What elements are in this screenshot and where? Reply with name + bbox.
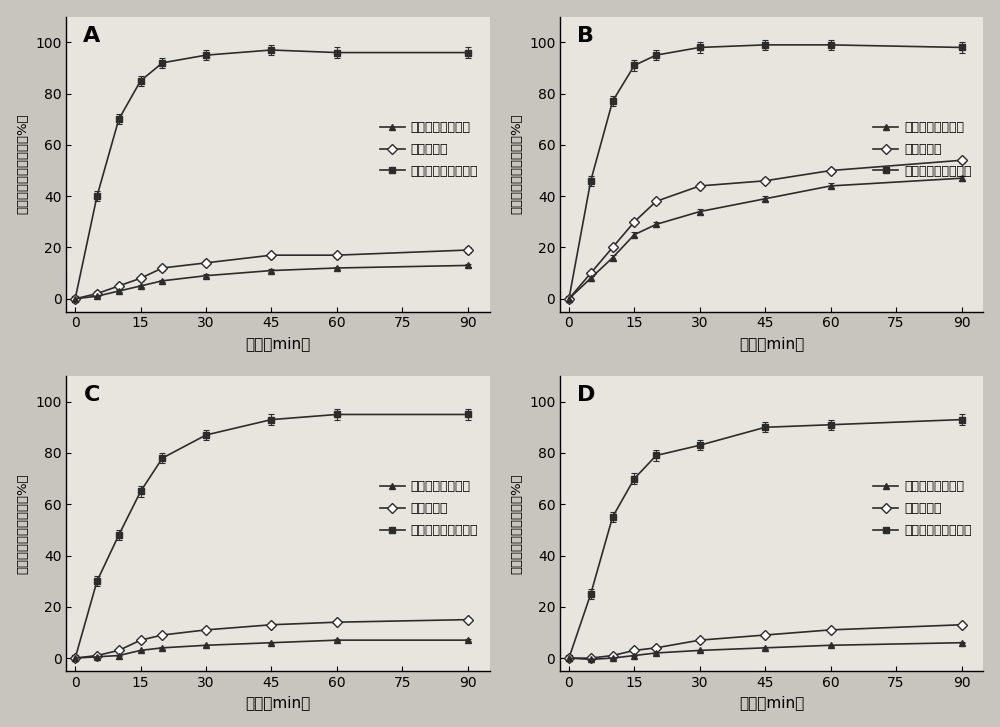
Legend: 原料药盐酸鲁西酱, 物理混合物, 盐酸鲁西酱纳米晶体: 原料药盐酸鲁西酱, 物理混合物, 盐酸鲁西酱纳米晶体 — [375, 116, 483, 182]
Legend: 原料药盐酸鲁西酱, 物理混合物, 盐酸鲁西酱纳米晶体: 原料药盐酸鲁西酱, 物理混合物, 盐酸鲁西酱纳米晶体 — [375, 475, 483, 542]
Text: C: C — [83, 385, 100, 405]
X-axis label: 时间（min）: 时间（min） — [245, 336, 311, 351]
Y-axis label: 药物累计释放百分率（%）: 药物累计释放百分率（%） — [510, 473, 523, 574]
X-axis label: 时间（min）: 时间（min） — [739, 695, 804, 710]
Text: D: D — [577, 385, 596, 405]
Text: A: A — [83, 25, 101, 46]
Y-axis label: 药物累计释放百分率（%）: 药物累计释放百分率（%） — [510, 114, 523, 214]
Legend: 原料药盐酸鲁西酱, 物理混合物, 盐酸鲁西酱纳米晶体: 原料药盐酸鲁西酱, 物理混合物, 盐酸鲁西酱纳米晶体 — [868, 475, 977, 542]
Legend: 原料药盐酸鲁西酱, 物理混合物, 盐酸鲁西酱纳米晶体: 原料药盐酸鲁西酱, 物理混合物, 盐酸鲁西酱纳米晶体 — [868, 116, 977, 182]
Y-axis label: 药物累计释放百分率（%）: 药物累计释放百分率（%） — [17, 473, 30, 574]
Y-axis label: 药物累计释放百分率（%）: 药物累计释放百分率（%） — [17, 114, 30, 214]
X-axis label: 时间（min）: 时间（min） — [739, 336, 804, 351]
Text: B: B — [577, 25, 594, 46]
X-axis label: 时间（min）: 时间（min） — [245, 695, 311, 710]
